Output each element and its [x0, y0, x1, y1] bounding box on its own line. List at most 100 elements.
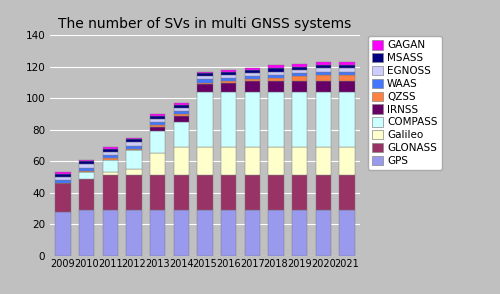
- Bar: [340, 210, 354, 256]
- Bar: [292, 81, 308, 92]
- Bar: [174, 114, 189, 116]
- Bar: [268, 176, 283, 210]
- Bar: [292, 76, 308, 81]
- Bar: [79, 168, 94, 171]
- Bar: [268, 78, 283, 81]
- Bar: [221, 92, 236, 147]
- Bar: [316, 176, 331, 210]
- Bar: [340, 147, 354, 176]
- Bar: [340, 75, 354, 81]
- Bar: [56, 212, 70, 256]
- Bar: [150, 210, 166, 256]
- Bar: [221, 70, 236, 71]
- Legend: GAGAN, MSASS, EGNOSS, WAAS, QZSS, IRNSS, COMPASS, Galileo, GLONASS, GPS: GAGAN, MSASS, EGNOSS, WAAS, QZSS, IRNSS,…: [368, 36, 442, 170]
- Bar: [316, 75, 331, 81]
- Bar: [221, 147, 236, 176]
- Bar: [56, 174, 70, 177]
- Bar: [198, 79, 212, 83]
- Bar: [174, 111, 189, 114]
- Bar: [56, 180, 70, 183]
- Bar: [126, 146, 142, 149]
- Bar: [340, 92, 354, 147]
- Bar: [268, 92, 283, 147]
- Bar: [126, 176, 142, 210]
- Bar: [79, 210, 94, 256]
- Bar: [126, 142, 142, 146]
- Bar: [268, 75, 283, 78]
- Bar: [340, 68, 354, 71]
- Bar: [126, 210, 142, 256]
- Bar: [221, 210, 236, 256]
- Bar: [221, 83, 236, 92]
- Bar: [316, 62, 331, 65]
- Bar: [102, 152, 118, 155]
- Bar: [244, 92, 260, 147]
- Bar: [174, 147, 189, 176]
- Bar: [316, 210, 331, 256]
- Bar: [102, 147, 118, 149]
- Bar: [244, 176, 260, 210]
- Bar: [126, 150, 142, 169]
- Bar: [316, 81, 331, 92]
- Bar: [316, 147, 331, 176]
- Bar: [221, 71, 236, 75]
- Bar: [268, 147, 283, 176]
- Bar: [292, 73, 308, 76]
- Bar: [102, 158, 118, 160]
- Bar: [292, 70, 308, 73]
- Bar: [198, 71, 212, 73]
- Bar: [79, 178, 94, 210]
- Bar: [150, 125, 166, 127]
- Bar: [244, 69, 260, 70]
- Bar: [292, 92, 308, 147]
- Bar: [126, 149, 142, 150]
- Bar: [126, 169, 142, 176]
- Bar: [79, 171, 94, 172]
- Title: The number of SVs in multi GNSS systems: The number of SVs in multi GNSS systems: [58, 17, 352, 31]
- Bar: [198, 176, 212, 210]
- Bar: [79, 161, 94, 164]
- Bar: [126, 139, 142, 142]
- Bar: [174, 210, 189, 256]
- Bar: [292, 64, 308, 67]
- Bar: [174, 105, 189, 108]
- Bar: [221, 176, 236, 210]
- Bar: [292, 176, 308, 210]
- Bar: [56, 177, 70, 180]
- Bar: [244, 70, 260, 73]
- Bar: [102, 155, 118, 158]
- Bar: [244, 147, 260, 176]
- Bar: [174, 103, 189, 105]
- Bar: [102, 149, 118, 152]
- Bar: [174, 108, 189, 111]
- Bar: [56, 183, 70, 212]
- Bar: [150, 176, 166, 210]
- Bar: [340, 176, 354, 210]
- Bar: [79, 164, 94, 168]
- Bar: [268, 65, 283, 69]
- Bar: [150, 131, 166, 153]
- Bar: [198, 210, 212, 256]
- Bar: [174, 116, 189, 122]
- Bar: [268, 68, 283, 71]
- Bar: [221, 78, 236, 81]
- Bar: [268, 81, 283, 92]
- Bar: [244, 210, 260, 256]
- Bar: [316, 68, 331, 71]
- Bar: [56, 172, 70, 174]
- Bar: [150, 127, 166, 131]
- Bar: [198, 83, 212, 84]
- Bar: [198, 76, 212, 79]
- Bar: [244, 73, 260, 76]
- Bar: [102, 172, 118, 176]
- Bar: [292, 210, 308, 256]
- Bar: [268, 71, 283, 75]
- Bar: [221, 81, 236, 83]
- Bar: [198, 84, 212, 92]
- Bar: [316, 71, 331, 75]
- Bar: [244, 76, 260, 79]
- Bar: [174, 122, 189, 147]
- Bar: [221, 75, 236, 78]
- Bar: [316, 92, 331, 147]
- Bar: [102, 176, 118, 210]
